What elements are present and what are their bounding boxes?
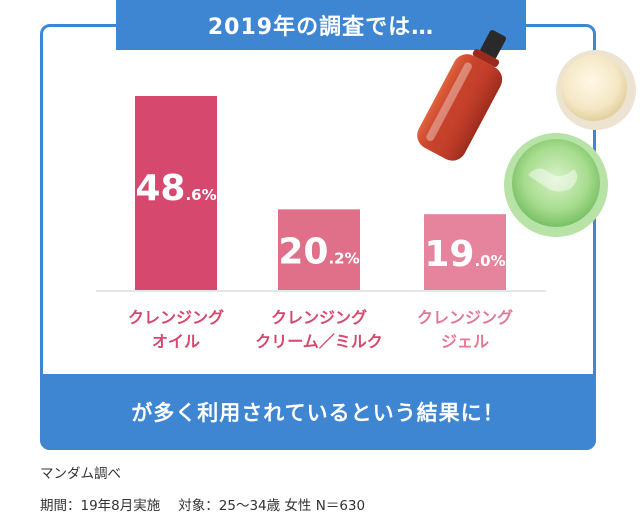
category-label-2-line-0: クレンジング [417, 308, 513, 327]
conclusion-banner: が多く利用されているという結果に！ [40, 374, 596, 450]
survey-target: 対象：25〜34歳 女性 N＝630 [178, 498, 366, 514]
bar-1 [278, 209, 360, 290]
category-label-1-line-0: クレンジング [271, 308, 367, 327]
bar-value-label-2: 19.0% [424, 234, 505, 275]
survey-period: 期間：19年8月実施 [40, 498, 161, 514]
category-label-0-line-1: オイル [152, 332, 200, 351]
oil-bottle-image [417, 30, 506, 161]
bar-value-label-0: 48.6% [135, 168, 216, 209]
bar-2 [424, 214, 506, 290]
chart-title: 2019年の調査では… [116, 0, 526, 50]
cream-jar-image [556, 50, 636, 130]
category-label-1-line-1: クリーム／ミルク [255, 332, 383, 351]
bar-value-label-1: 20.2% [278, 232, 359, 273]
source-note: マンダム調べ [40, 466, 121, 482]
gel-jar-image [504, 133, 608, 237]
category-label-2-line-1: ジェル [441, 332, 489, 351]
category-label-0-line-0: クレンジング [128, 308, 224, 327]
survey-note: 期間：19年8月実施 対象：25〜34歳 女性 N＝630 [40, 494, 365, 514]
bar-0 [135, 96, 217, 290]
